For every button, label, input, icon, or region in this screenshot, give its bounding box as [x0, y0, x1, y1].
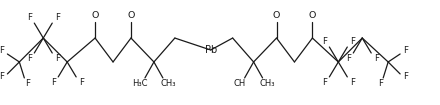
- Text: CH₃: CH₃: [260, 79, 275, 88]
- Text: F: F: [55, 13, 60, 22]
- Text: F: F: [350, 78, 355, 87]
- Text: CH₃: CH₃: [160, 79, 176, 88]
- Text: F: F: [0, 72, 4, 81]
- Text: F: F: [27, 54, 32, 64]
- Text: F: F: [0, 45, 4, 54]
- Text: F: F: [27, 13, 32, 22]
- Text: F: F: [51, 78, 56, 87]
- Text: F: F: [25, 79, 30, 88]
- Text: F: F: [378, 79, 383, 88]
- Text: H₃C: H₃C: [132, 79, 148, 88]
- Text: F: F: [403, 72, 409, 81]
- Text: F: F: [55, 54, 60, 64]
- Text: O: O: [273, 11, 280, 20]
- Text: F: F: [403, 45, 409, 54]
- Text: O: O: [309, 11, 316, 20]
- Text: F: F: [322, 78, 327, 87]
- Text: O: O: [92, 11, 99, 20]
- Text: F: F: [374, 54, 379, 64]
- Text: O: O: [127, 11, 135, 20]
- Text: F: F: [79, 78, 84, 87]
- Text: CH: CH: [234, 79, 246, 88]
- Text: F: F: [322, 37, 327, 46]
- Text: Pb: Pb: [205, 45, 217, 55]
- Text: F: F: [350, 37, 355, 46]
- Text: F: F: [346, 54, 351, 64]
